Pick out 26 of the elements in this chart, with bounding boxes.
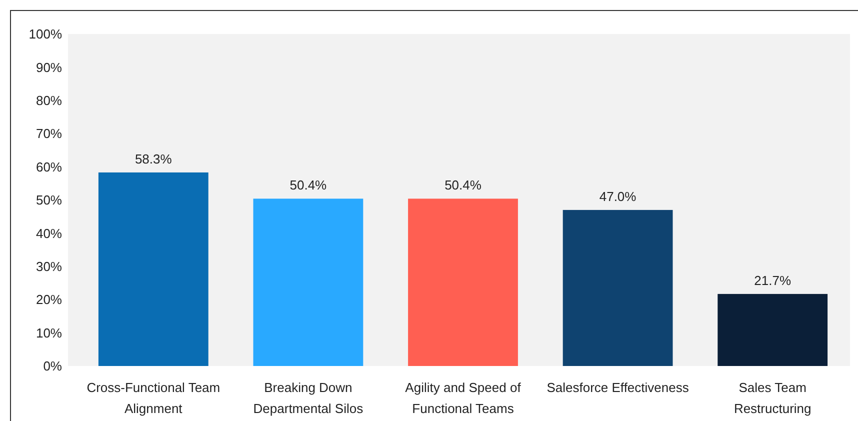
bar xyxy=(562,210,673,366)
data-label: 50.4% xyxy=(290,178,328,193)
y-tick-label: 40% xyxy=(36,226,62,241)
x-tick-label: Breaking Down Departmental Silos xyxy=(253,380,364,416)
data-label: 50.4% xyxy=(444,178,482,193)
y-tick-label: 100% xyxy=(28,26,62,42)
y-tick-label: 0% xyxy=(43,358,62,374)
bar xyxy=(98,172,208,366)
bar xyxy=(718,294,828,366)
data-label: 58.3% xyxy=(134,151,172,166)
bar xyxy=(408,198,518,366)
y-tick-label: 10% xyxy=(36,325,62,340)
x-tick-label: Agility and Speed of Functional Teams xyxy=(405,380,522,416)
y-tick-label: 80% xyxy=(36,92,62,108)
y-tick-label: 90% xyxy=(36,60,62,75)
y-tick-label: 50% xyxy=(36,192,62,208)
x-tick-label: Salesforce Effectiveness xyxy=(546,380,690,395)
y-tick-label: 30% xyxy=(36,258,62,274)
y-tick-label: 20% xyxy=(36,292,62,308)
bar xyxy=(253,198,364,366)
y-tick-label: 60% xyxy=(36,159,62,174)
x-tick-label: Sales Team Restructuring xyxy=(734,380,812,416)
x-tick-label: Cross-Functional Team Alignment xyxy=(86,380,220,416)
data-label: 47.0% xyxy=(599,188,637,204)
data-label: 21.7% xyxy=(754,272,792,288)
y-tick-label: 70% xyxy=(36,126,62,142)
